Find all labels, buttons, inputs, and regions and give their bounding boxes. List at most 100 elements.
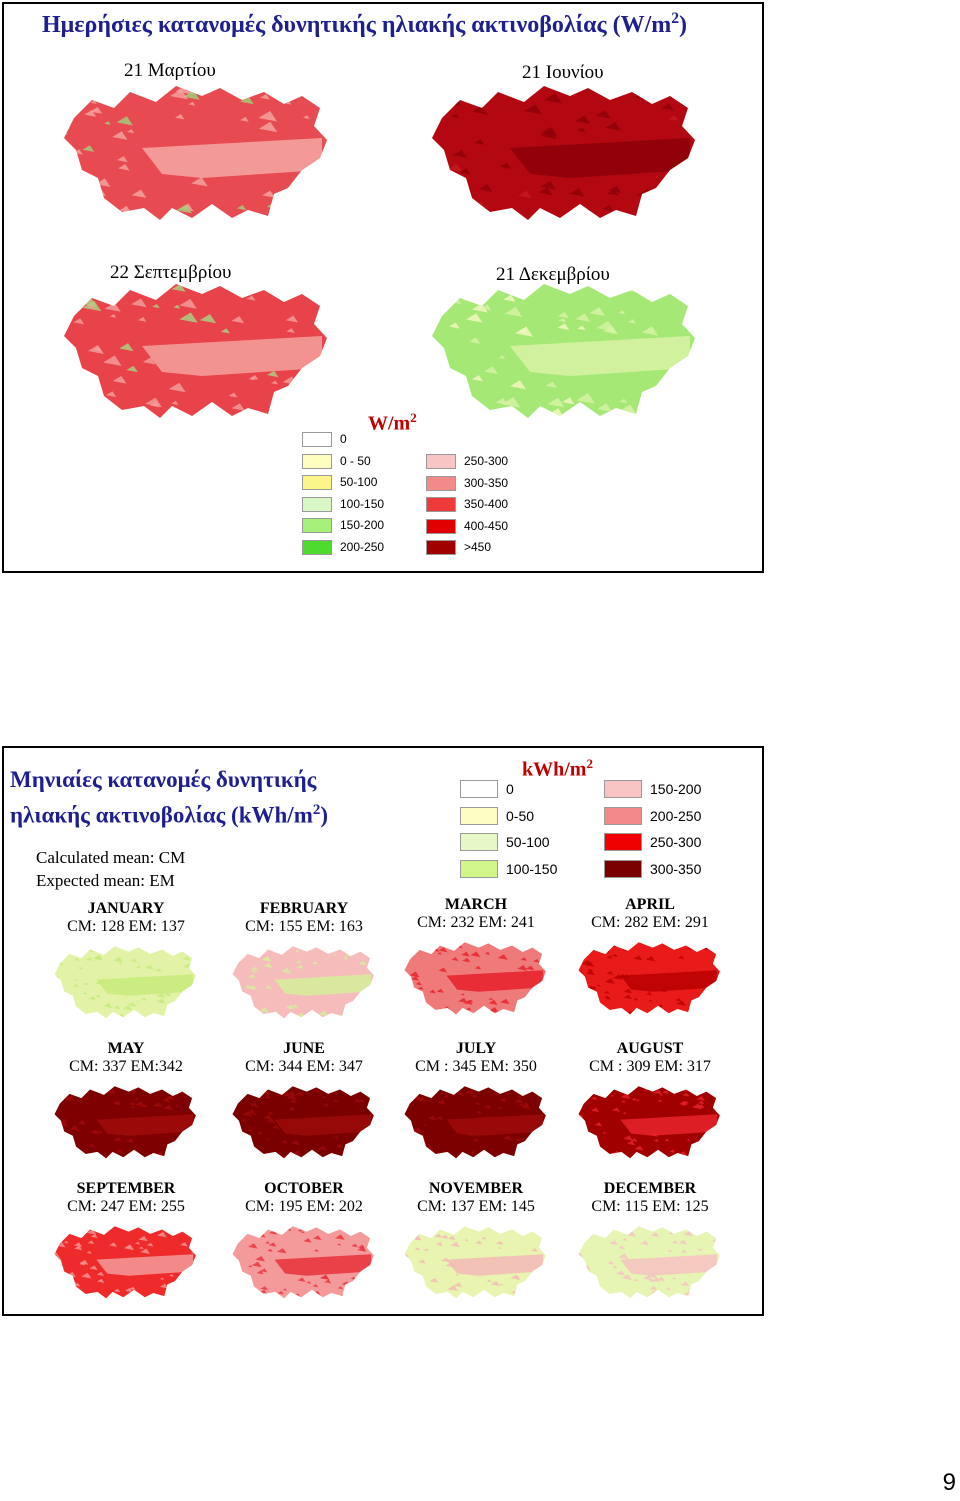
legend-label: 100-150: [506, 860, 558, 877]
month-values: CM: 155 EM: 163: [245, 918, 363, 935]
month-caption: DECEMBER CM: 115 EM: 125: [570, 1180, 730, 1216]
slide-daily-distributions: Ημερήσιες κατανομές δυνητικής ηλιακής ακ…: [2, 2, 764, 573]
legend-label: 50-100: [506, 834, 550, 850]
month-values: CM: 232 EM: 241: [417, 914, 535, 931]
month-values: CM : 309 EM: 317: [589, 1058, 711, 1075]
month-values: CM : 345 EM: 350: [415, 1058, 537, 1075]
month-values: CM: 195 EM: 202: [245, 1198, 363, 1215]
legend-swatch: [604, 780, 642, 798]
legend-label: 0 - 50: [340, 453, 371, 468]
month-caption: JANUARY CM: 128 EM: 137: [46, 900, 206, 936]
map-september: [64, 284, 327, 418]
legend-label: 0: [340, 432, 347, 446]
month-map: [232, 946, 374, 1019]
month-caption: MARCH CM: 232 EM: 241: [396, 896, 556, 932]
month-values: CM: 137 EM: 145: [417, 1198, 535, 1215]
legend-label: 50-100: [340, 475, 378, 489]
map-label-march: 21 Μαρτίου: [124, 60, 216, 81]
month-map: [404, 1226, 546, 1299]
month-name: OCTOBER: [264, 1180, 344, 1197]
legend-swatch: [302, 432, 332, 447]
map-label-june: 21 Ιουνίου: [522, 62, 604, 83]
month-map: [232, 1226, 374, 1299]
month-map: [54, 946, 196, 1019]
slide2-title: Μηνιαίες κατανομές δυνητικής ηλιακής ακτ…: [10, 767, 328, 828]
month-name: MARCH: [444, 896, 508, 913]
month-name: SEPTEMBER: [76, 1180, 176, 1197]
month-name: FEBRUARY: [259, 900, 349, 917]
month-values: CM: 344 EM: 347: [245, 1058, 363, 1075]
month-caption: JUNE CM: 344 EM: 347: [224, 1040, 384, 1076]
month-map: [404, 942, 546, 1015]
legend-label: 100-150: [340, 496, 385, 511]
legend-label: 200-250: [340, 539, 385, 554]
month-values: CM: 247 EM: 255: [67, 1198, 185, 1215]
month-map: [54, 1086, 196, 1159]
month-name: NOVEMBER: [428, 1180, 524, 1197]
month-map: [578, 942, 720, 1015]
month-map: [578, 1226, 720, 1299]
legend-swatch: [302, 539, 332, 555]
legend-label: 200-250: [650, 807, 702, 824]
legend-label: >450: [464, 540, 492, 554]
legend-swatch: [302, 496, 332, 512]
legend-swatch: [302, 453, 332, 469]
legend-swatch: [460, 806, 498, 825]
legend-swatch: [604, 833, 642, 851]
note-calculated-mean: Calculated mean: CM: [36, 848, 186, 867]
map-december: [432, 284, 695, 418]
slide-monthly-distributions: Μηνιαίες κατανομές δυνητικής ηλιακής ακτ…: [2, 746, 764, 1316]
legend-swatch: [460, 833, 498, 851]
month-name: APRIL: [625, 896, 675, 913]
month-name: DECEMBER: [603, 1180, 697, 1197]
month-map: [232, 1086, 374, 1159]
legend-swatch: [460, 859, 498, 878]
slide1-title: Ημερήσιες κατανομές δυνητικής ηλιακής ακ…: [42, 10, 688, 38]
legend-swatch: [426, 497, 456, 512]
month-name: JULY: [455, 1040, 497, 1057]
month-caption: NOVEMBER CM: 137 EM: 145: [396, 1180, 556, 1216]
map-label-september: 22 Σεπτεμβρίου: [110, 262, 232, 283]
map-march: [64, 86, 327, 220]
legend-label: 350-400: [464, 497, 509, 511]
legend-label: 150-200: [340, 518, 385, 532]
month-caption: OCTOBER CM: 195 EM: 202: [224, 1180, 384, 1216]
legend-unit-kwhm2: kWh/m2: [522, 756, 593, 781]
legend-swatch: [604, 806, 642, 825]
legend-swatch: [302, 518, 332, 533]
month-name: AUGUST: [616, 1040, 684, 1057]
map-label-december: 21 Δεκεμβρίου: [496, 264, 610, 285]
legend-swatch: [302, 475, 332, 490]
month-values: CM: 282 EM: 291: [591, 914, 709, 931]
legend-swatch: [426, 475, 456, 491]
month-values: CM: 337 EM:342: [69, 1058, 183, 1075]
month-map: [404, 1086, 546, 1159]
month-name: MAY: [107, 1040, 145, 1057]
legend-label: 0: [506, 781, 514, 797]
legend-label: 250-300: [650, 834, 702, 850]
legend-label: 300-350: [650, 860, 702, 877]
legend-swatch: [604, 859, 642, 878]
page-number: 9: [942, 1469, 956, 1496]
month-map: [578, 1086, 720, 1159]
legend-swatch: [426, 454, 456, 469]
legend-label: 0-50: [506, 807, 535, 824]
month-values: CM: 115 EM: 125: [591, 1198, 709, 1215]
month-map: [54, 1226, 196, 1299]
legend-label: 300-350: [464, 475, 509, 490]
month-name: JUNE: [283, 1040, 325, 1057]
month-caption: APRIL CM: 282 EM: 291: [570, 896, 730, 932]
legend-label: 250-300: [464, 454, 509, 468]
map-june: [432, 86, 695, 220]
month-caption: JULY CM : 345 EM: 350: [396, 1040, 556, 1076]
legend-label: 400-450: [464, 518, 509, 533]
month-values: CM: 128 EM: 137: [67, 918, 185, 935]
month-caption: AUGUST CM : 309 EM: 317: [570, 1040, 730, 1076]
month-caption: FEBRUARY CM: 155 EM: 163: [224, 900, 384, 936]
legend-swatch: [426, 540, 456, 555]
legend-unit-wm2: W/m2: [368, 410, 417, 435]
month-caption: MAY CM: 337 EM:342: [46, 1040, 206, 1076]
legend-label: 150-200: [650, 781, 702, 797]
month-name: JANUARY: [87, 900, 165, 917]
month-caption: SEPTEMBER CM: 247 EM: 255: [46, 1180, 206, 1216]
